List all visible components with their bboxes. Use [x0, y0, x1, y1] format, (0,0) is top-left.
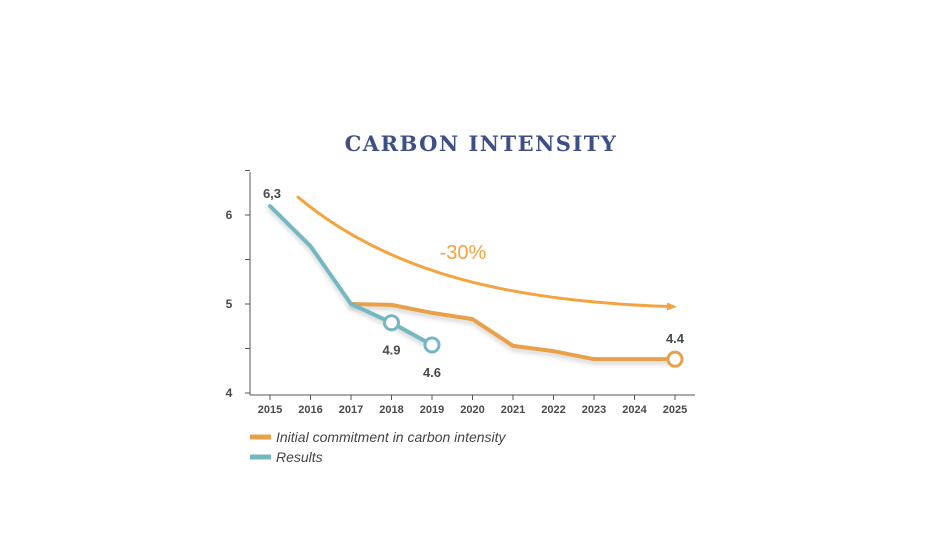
results-marker [423, 336, 441, 354]
results-start-label: 6,3 [263, 186, 281, 201]
x-tick-label: 2022 [541, 404, 565, 416]
x-tick-label: 2015 [258, 404, 282, 416]
x-tick-label: 2017 [339, 404, 363, 416]
x-tick-label: 2021 [501, 404, 525, 416]
commitment-end-marker [666, 350, 684, 368]
x-tick-label: 2018 [379, 404, 403, 416]
results-marker [383, 314, 400, 332]
legend: Initial commitment in carbon intensity Re… [250, 429, 507, 465]
legend-label: Initial commitment in carbon intensity [276, 429, 507, 445]
series-layer [268, 204, 684, 368]
y-tick-label: 5 [226, 297, 233, 311]
reduction-annotation: -30% [296, 195, 677, 311]
y-tick-label: 4 [226, 386, 233, 400]
x-tick-label: 2020 [460, 404, 484, 416]
results-marker-label: 4.9 [382, 343, 400, 358]
legend-label: Results [276, 449, 323, 465]
x-tick-label: 2019 [420, 404, 444, 416]
x-tick-label: 2024 [622, 404, 647, 416]
data-labels-layer: 4.4 6,3 4.9 4.6 [263, 186, 685, 380]
chart-axes: 2015 2016 2017 2018 2019 2020 2021 2022 2023 2024… [226, 170, 695, 416]
results-series-line [268, 204, 434, 347]
x-tick-label: 2023 [582, 404, 606, 416]
x-tick-label: 2016 [298, 404, 322, 416]
y-tick-label: 6 [226, 208, 233, 222]
chart-title: CARBON INTENSITY [345, 131, 618, 156]
reduction-label: -30% [440, 242, 487, 264]
commitment-end-label: 4.4 [666, 331, 685, 346]
results-marker-label: 4.6 [423, 365, 441, 380]
commitment-series-line [349, 302, 677, 362]
reduction-arrow [296, 195, 677, 311]
x-tick-label: 2025 [663, 404, 687, 416]
